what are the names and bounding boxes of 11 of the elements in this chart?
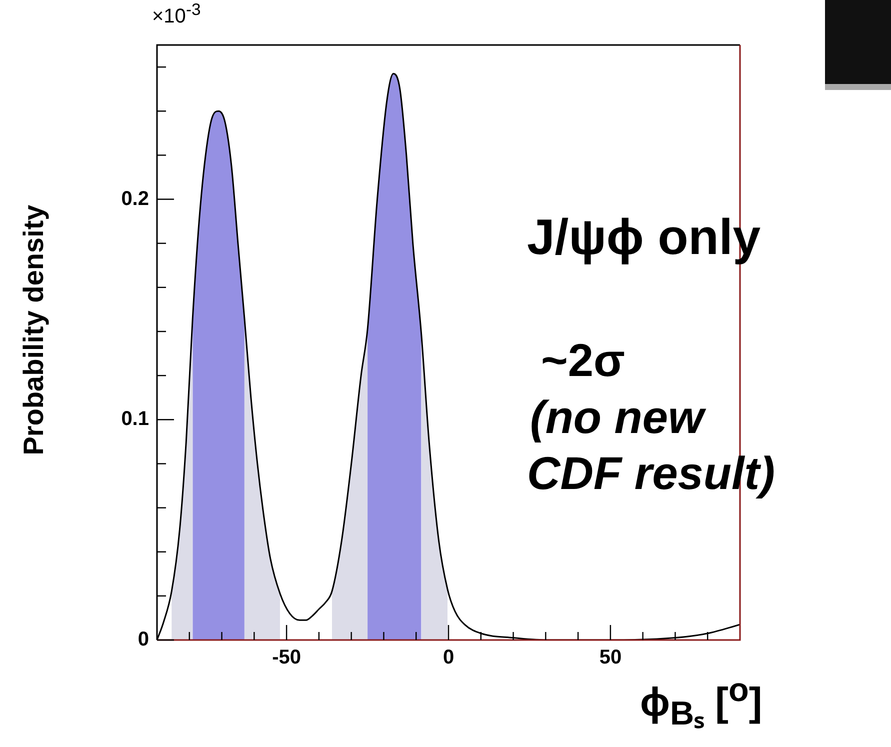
y-tick-label: 0.1 bbox=[121, 408, 149, 430]
y-tick-label: 0.2 bbox=[121, 188, 149, 210]
x-tick-label: 50 bbox=[599, 646, 622, 669]
x-axis-title: ϕ$_{Bₛ}$ [$^{o}$] bbox=[640, 672, 762, 734]
y-tick-label: 0 bbox=[138, 628, 149, 651]
annotation: ~2σ bbox=[541, 333, 625, 387]
text: ×10$^{-3}$ bbox=[152, 0, 201, 29]
x-tick-label: -50 bbox=[272, 646, 302, 669]
y-axis-title: Probability density bbox=[18, 204, 50, 456]
annotation: (no new bbox=[530, 390, 704, 444]
x-tick-label: 0 bbox=[442, 646, 454, 669]
